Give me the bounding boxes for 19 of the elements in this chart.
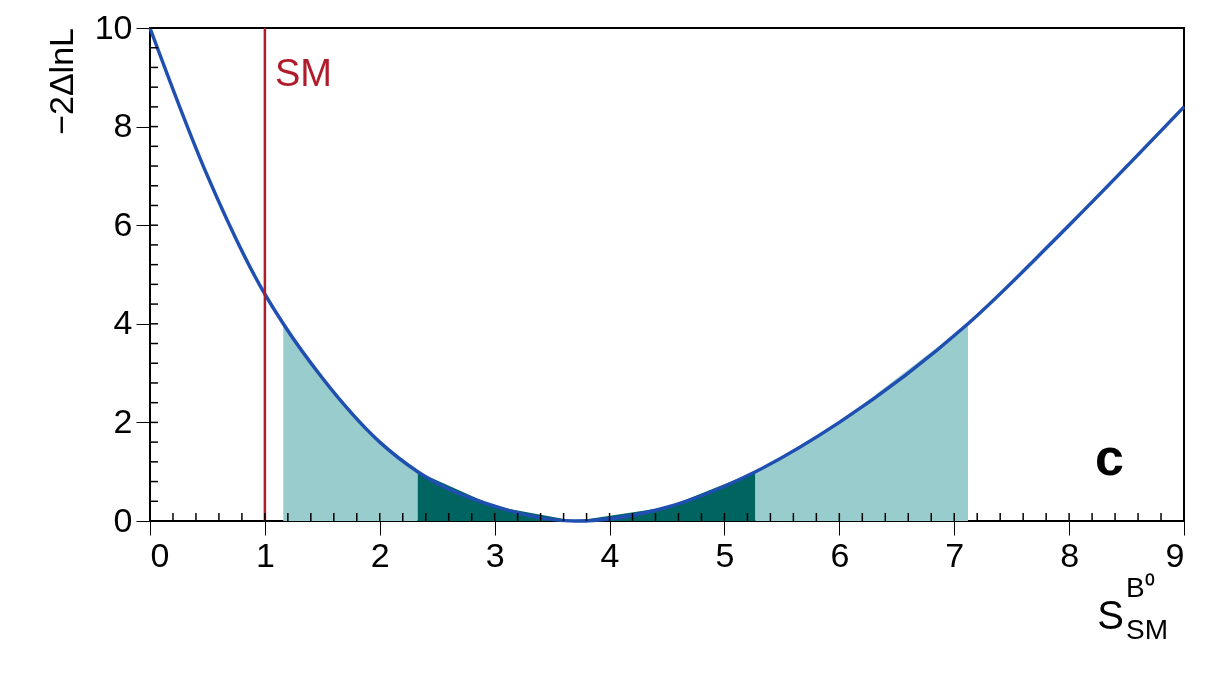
y-tick-label: 0	[113, 500, 133, 539]
y-tick-label: 6	[113, 204, 133, 243]
x-tick-label: 8	[1060, 535, 1080, 574]
x-tick-label: 5	[715, 535, 735, 574]
x-tick-label: 3	[485, 535, 505, 574]
x-tick-label: 1	[255, 535, 275, 574]
x-tick-label: 7	[945, 535, 965, 574]
y-tick-label: 8	[113, 106, 133, 145]
x-tick-label: 6	[830, 535, 850, 574]
x-tick-label: 4	[600, 535, 620, 574]
y-tick-label: 2	[113, 401, 133, 440]
x-tick-label: 9	[1165, 535, 1185, 574]
y-tick-label: 4	[113, 303, 133, 342]
x-tick-label: 0	[150, 535, 170, 574]
y-axis-title: −2ΔlnL	[42, 28, 80, 135]
ref-line-label: SM	[274, 52, 332, 94]
annotation: c	[1095, 428, 1124, 486]
x-tick-label: 2	[370, 535, 390, 574]
y-tick-label: 10	[94, 7, 133, 46]
